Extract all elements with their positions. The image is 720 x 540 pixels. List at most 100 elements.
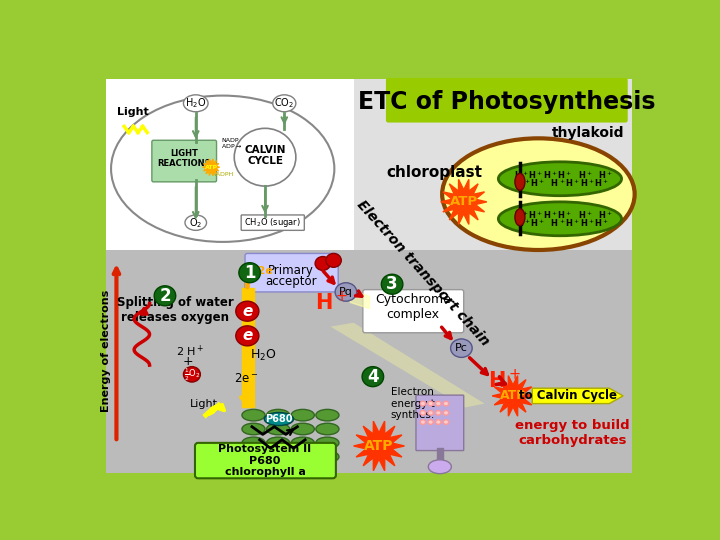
Ellipse shape [184,95,208,112]
Ellipse shape [273,95,296,112]
Ellipse shape [266,423,289,435]
Ellipse shape [239,262,261,283]
Text: NADPH: NADPH [211,172,233,178]
Polygon shape [492,376,534,416]
Polygon shape [106,79,632,473]
Text: Energy of electrons: Energy of electrons [102,290,112,413]
Ellipse shape [428,410,433,415]
Text: 2: 2 [159,287,171,305]
Text: H$^+$: H$^+$ [488,369,521,392]
Text: Light: Light [117,107,149,117]
Ellipse shape [185,215,207,231]
Ellipse shape [428,420,433,424]
FancyBboxPatch shape [245,253,338,292]
Text: Pc: Pc [455,343,468,353]
Text: Pq: Pq [339,287,353,297]
Ellipse shape [154,286,176,306]
Text: Primary: Primary [269,264,314,277]
Ellipse shape [436,420,441,424]
Text: to Calvin Cycle: to Calvin Cycle [518,389,616,402]
Text: 4: 4 [367,368,379,386]
Ellipse shape [420,401,426,406]
Text: ATP: ATP [450,195,478,208]
Text: Electron
energy t
synthes.: Electron energy t synthes. [390,387,435,420]
Ellipse shape [515,173,525,190]
Text: P680: P680 [265,414,292,424]
Polygon shape [203,159,220,176]
FancyBboxPatch shape [152,140,217,182]
Text: CO$_2$: CO$_2$ [274,97,294,110]
Ellipse shape [498,202,621,236]
Ellipse shape [316,437,339,449]
Ellipse shape [444,420,449,424]
Ellipse shape [444,401,449,406]
Text: Splitting of water
releases oxygen: Splitting of water releases oxygen [117,296,233,323]
Text: e: e [242,303,253,319]
Ellipse shape [242,409,265,421]
Text: ADP$\rightarrow$: ADP$\rightarrow$ [221,142,242,150]
FancyArrow shape [532,388,623,403]
Text: 2e$^-$: 2e$^-$ [234,372,258,385]
Ellipse shape [316,409,339,421]
Text: LIGHT
REACTIONS: LIGHT REACTIONS [158,149,211,168]
Ellipse shape [515,209,525,226]
Text: H$^+$H$^+$H$^+$H$^+$  H$^+$  H$^+$: H$^+$H$^+$H$^+$H$^+$ H$^+$ H$^+$ [513,209,613,221]
FancyBboxPatch shape [416,395,464,450]
Text: thylakoid: thylakoid [552,126,625,139]
Text: 2 H$^+$: 2 H$^+$ [176,343,204,359]
Text: H$_2$O: H$_2$O [250,348,276,363]
Ellipse shape [235,326,259,346]
Ellipse shape [436,401,441,406]
Ellipse shape [291,451,315,462]
Ellipse shape [184,367,200,382]
Ellipse shape [266,409,289,421]
Text: H$^+$H$^+$  H$^+$H$^+$H$^+$H$^+$: H$^+$H$^+$ H$^+$H$^+$H$^+$H$^+$ [516,178,610,189]
Text: energy to build
carbohydrates: energy to build carbohydrates [515,419,629,447]
Ellipse shape [242,451,265,462]
Text: H$_2$O: H$_2$O [185,97,207,110]
Ellipse shape [326,253,341,267]
Ellipse shape [498,162,621,195]
Text: CH$_2$O (sugar): CH$_2$O (sugar) [244,216,301,229]
Polygon shape [354,79,632,249]
Polygon shape [354,421,405,471]
Ellipse shape [436,410,441,415]
FancyBboxPatch shape [386,78,628,123]
Ellipse shape [316,423,339,435]
Ellipse shape [316,451,339,462]
Ellipse shape [382,274,403,294]
Text: e: e [242,328,253,343]
Text: ATP: ATP [204,165,217,170]
Ellipse shape [442,138,634,250]
Ellipse shape [235,301,259,321]
Ellipse shape [291,437,315,449]
Ellipse shape [315,256,330,271]
Ellipse shape [291,423,315,435]
Polygon shape [441,179,487,225]
Ellipse shape [266,437,289,449]
Ellipse shape [234,129,296,186]
FancyBboxPatch shape [195,443,336,478]
FancyBboxPatch shape [241,215,305,231]
Text: 1: 1 [244,264,256,282]
Ellipse shape [335,283,356,301]
Text: +: + [183,355,193,368]
Polygon shape [106,79,354,249]
Ellipse shape [420,410,426,415]
Text: CALVIN
CYCLE: CALVIN CYCLE [244,145,286,166]
Text: 3: 3 [387,275,398,293]
FancyArrowPatch shape [496,377,505,384]
Text: Light: Light [190,400,218,409]
Text: Photosystem II
P680
chlorophyll a: Photosystem II P680 chlorophyll a [218,444,312,477]
Text: Electron transport chain: Electron transport chain [354,197,492,348]
Ellipse shape [264,413,294,426]
Ellipse shape [242,423,265,435]
Ellipse shape [242,437,265,449]
Text: ETC of Photosynthesis: ETC of Photosynthesis [358,90,656,114]
Ellipse shape [420,420,426,424]
Polygon shape [330,323,485,408]
Ellipse shape [362,367,384,387]
Text: Cytochrome
complex: Cytochrome complex [375,293,451,321]
FancyBboxPatch shape [363,289,464,333]
Ellipse shape [444,410,449,415]
